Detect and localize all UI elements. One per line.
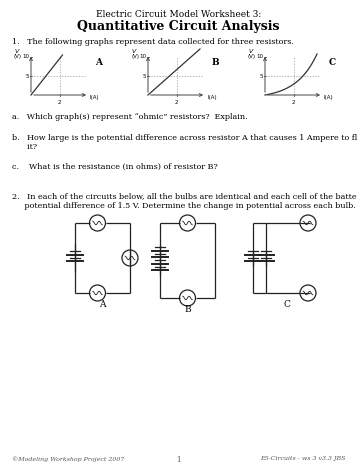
Text: B: B <box>212 58 220 67</box>
Text: V: V <box>249 49 253 54</box>
Text: 2: 2 <box>175 100 178 105</box>
Text: C: C <box>329 58 336 67</box>
Text: 5: 5 <box>260 73 263 79</box>
Text: 10: 10 <box>256 55 263 60</box>
Text: I(A): I(A) <box>207 95 217 99</box>
Text: (V): (V) <box>14 54 22 59</box>
Text: A: A <box>99 300 106 309</box>
Text: I(A): I(A) <box>324 95 334 99</box>
Text: (V): (V) <box>131 54 139 59</box>
Text: c.    What is the resistance (in ohms) of resistor B?: c. What is the resistance (in ohms) of r… <box>12 163 218 171</box>
Text: B: B <box>184 305 191 314</box>
Text: potential difference of 1.5 V. Determine the change in potential across each bul: potential difference of 1.5 V. Determine… <box>12 202 356 210</box>
Text: E5-Circuits - ws 3 v3.3 JBS: E5-Circuits - ws 3 v3.3 JBS <box>260 456 345 461</box>
Text: 10: 10 <box>139 55 146 60</box>
Text: Quantitative Circuit Analysis: Quantitative Circuit Analysis <box>77 20 280 33</box>
Text: I(A): I(A) <box>90 95 100 99</box>
Text: 5: 5 <box>142 73 146 79</box>
Text: it?: it? <box>12 143 37 151</box>
Text: 2: 2 <box>292 100 295 105</box>
Text: (V): (V) <box>248 54 256 59</box>
Text: 10: 10 <box>22 55 29 60</box>
Text: a.   Which graph(s) represent “ohmic” resistors?  Explain.: a. Which graph(s) represent “ohmic” resi… <box>12 113 248 121</box>
Text: 1: 1 <box>176 456 181 462</box>
Text: A: A <box>95 58 102 67</box>
Text: V: V <box>132 49 136 54</box>
Text: 2.   In each of the circuits below, all the bulbs are identical and each cell of: 2. In each of the circuits below, all th… <box>12 193 357 201</box>
Text: C: C <box>283 300 291 309</box>
Text: 5: 5 <box>25 73 29 79</box>
Text: V: V <box>15 49 19 54</box>
Text: 2: 2 <box>58 100 61 105</box>
Text: 1.   The following graphs represent data collected for three resistors.: 1. The following graphs represent data c… <box>12 38 294 46</box>
Text: Electric Circuit Model Worksheet 3:: Electric Circuit Model Worksheet 3: <box>96 10 261 19</box>
Text: b.   How large is the potential difference across resistor A that causes 1 Amper: b. How large is the potential difference… <box>12 134 357 142</box>
Text: ©Modeling Workshop Project 2007: ©Modeling Workshop Project 2007 <box>12 456 124 462</box>
